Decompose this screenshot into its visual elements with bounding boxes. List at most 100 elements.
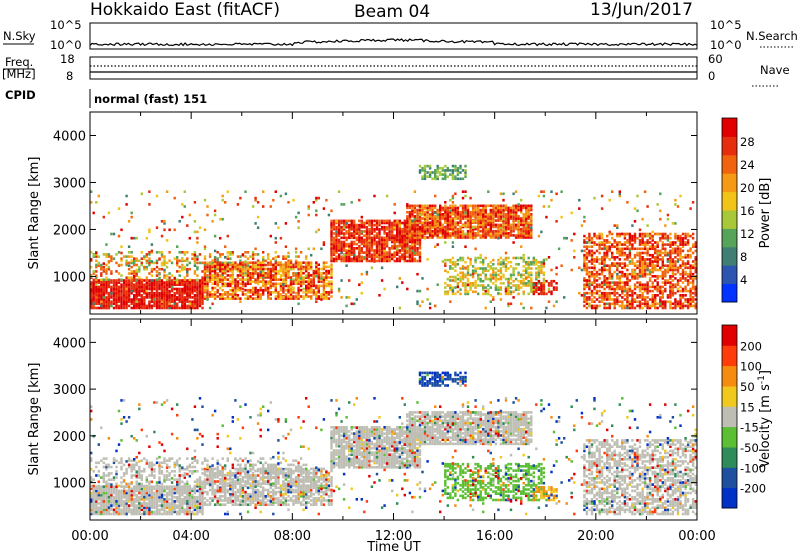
echo-cell — [656, 258, 659, 261]
echo-cell — [127, 294, 131, 297]
echo-cell — [191, 300, 194, 303]
echo-cell — [413, 227, 417, 231]
echo-cell — [150, 294, 154, 297]
echo-cell — [471, 229, 475, 233]
echo-cell — [636, 194, 639, 198]
echo-cell — [117, 278, 121, 282]
echo-cell — [621, 262, 624, 265]
echo-cell — [537, 275, 541, 279]
echo-cell — [176, 261, 179, 265]
echo-cell — [583, 266, 586, 270]
echo-cell — [681, 289, 685, 293]
echo-cell — [181, 203, 184, 206]
echo-cell — [434, 175, 437, 178]
echo-cell — [176, 304, 179, 308]
echo-cell — [105, 283, 108, 286]
echo-cell — [262, 258, 265, 261]
echo-cell — [431, 210, 434, 214]
echo-cell — [545, 215, 548, 219]
echo-cell — [507, 267, 510, 270]
echo-cell — [694, 262, 697, 265]
echo-cell — [145, 306, 148, 310]
echo-cell — [368, 240, 371, 244]
echo-cell — [595, 289, 599, 293]
echo-cell — [598, 296, 601, 299]
echo-cell — [514, 284, 518, 287]
echo-cell — [279, 288, 283, 292]
echo-cell — [203, 291, 207, 294]
echo-cell — [254, 286, 257, 290]
echo-cell — [320, 293, 323, 296]
echo-cell — [208, 271, 212, 275]
echo-cell — [155, 226, 159, 229]
echo-cell — [494, 267, 498, 270]
echo-cell — [317, 297, 320, 300]
echo-cell — [340, 230, 343, 233]
echo-cell — [267, 282, 270, 286]
echo-cell — [325, 265, 328, 269]
echo-cell — [307, 282, 310, 286]
echo-cell — [659, 275, 662, 278]
echo-cell — [150, 281, 154, 284]
echo-cell — [527, 229, 530, 233]
echo-cell — [97, 296, 100, 299]
echo-cell — [398, 238, 401, 242]
echo-cell — [542, 262, 546, 265]
echo-cell — [163, 222, 166, 225]
echo-cell — [464, 260, 467, 264]
echo-cell — [370, 219, 374, 223]
echo-cell — [477, 284, 480, 287]
echo-cell — [125, 255, 128, 258]
echo-cell — [621, 247, 624, 251]
echo-cell — [545, 279, 548, 283]
echo-cell — [95, 289, 98, 293]
echo-cell — [413, 240, 417, 244]
echo-cell — [383, 230, 386, 233]
echo-cell — [110, 304, 113, 308]
echo-cell — [573, 256, 576, 259]
echo-cell — [679, 253, 682, 257]
echo-cell — [165, 239, 169, 242]
echo-cell — [611, 253, 614, 257]
echo-cell — [340, 257, 343, 261]
echo-cell — [456, 215, 460, 218]
echo-cell — [322, 286, 326, 290]
echo-cell — [603, 253, 606, 257]
echo-cell — [499, 204, 503, 208]
echo-cell — [186, 274, 189, 277]
echo-cell — [436, 234, 439, 237]
echo-cell — [487, 269, 490, 272]
echo-cell — [520, 217, 523, 220]
echo-cell — [522, 258, 525, 262]
echo-cell — [603, 239, 606, 242]
echo-cell — [213, 291, 217, 294]
echo-cell — [130, 306, 133, 310]
echo-cell — [153, 267, 156, 271]
echo-cell — [613, 224, 616, 227]
echo-cell — [289, 295, 293, 298]
echo-cell — [626, 294, 629, 297]
echo-cell — [408, 236, 412, 239]
echo-cell — [426, 213, 429, 216]
echo-cell — [125, 203, 128, 206]
echo-cell — [600, 294, 604, 297]
echo-cell — [469, 204, 472, 208]
echo-cell — [583, 234, 586, 238]
echo-cell — [90, 283, 93, 286]
echo-cell — [105, 289, 108, 293]
echo-cell — [236, 255, 240, 258]
echo-cell — [431, 208, 434, 212]
echo-cell — [269, 286, 272, 290]
echo-cell — [186, 304, 189, 308]
echo-cell — [659, 253, 662, 257]
echo-cell — [651, 253, 654, 257]
echo-cell — [322, 278, 326, 281]
echo-cell — [342, 221, 346, 225]
freq-tick-top: 18 — [60, 52, 75, 66]
echo-cell — [522, 213, 525, 216]
echo-cell — [611, 272, 614, 276]
echo-cell — [656, 260, 659, 263]
echo-cell — [102, 268, 105, 272]
echo-cell — [509, 302, 513, 306]
echo-cell — [90, 291, 93, 295]
